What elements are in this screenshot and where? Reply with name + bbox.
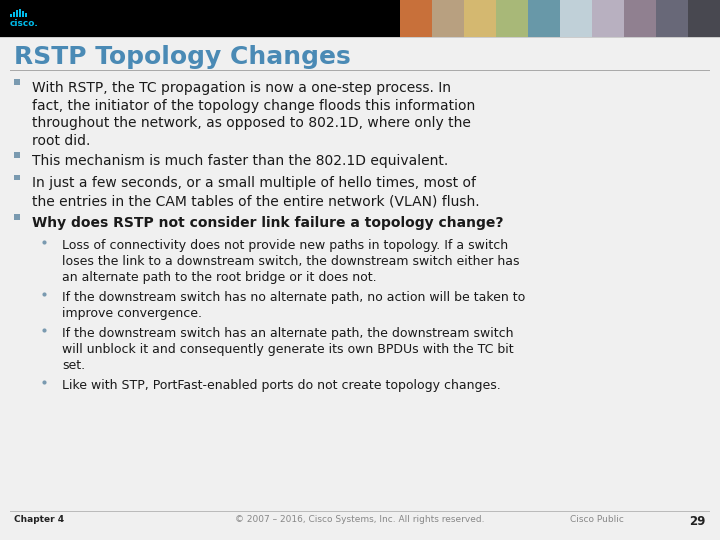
- Bar: [14, 79, 19, 85]
- Text: Loss of connectivity does not provide new paths in topology. If a switch
loses t: Loss of connectivity does not provide ne…: [62, 239, 520, 285]
- Bar: [19, 9, 21, 17]
- Bar: [464, 0, 496, 37]
- Text: If the downstream switch has no alternate path, no action will be taken to
impro: If the downstream switch has no alternat…: [62, 291, 526, 320]
- Bar: [22, 10, 24, 17]
- Bar: [592, 0, 624, 37]
- Bar: [624, 0, 656, 37]
- Text: cisco.: cisco.: [10, 18, 39, 28]
- Bar: [432, 0, 464, 37]
- Text: Cisco Public: Cisco Public: [570, 515, 624, 524]
- Text: In just a few seconds, or a small multiple of hello times, most of
the entries i: In just a few seconds, or a small multip…: [32, 176, 480, 208]
- Bar: [0, 0, 720, 37]
- Bar: [528, 0, 560, 37]
- Bar: [688, 0, 720, 37]
- Bar: [10, 511, 710, 512]
- Text: 29: 29: [690, 515, 706, 528]
- Bar: [14, 214, 19, 220]
- Bar: [14, 174, 19, 180]
- Text: Why does RSTP not consider link failure a topology change?: Why does RSTP not consider link failure …: [32, 216, 503, 229]
- Bar: [560, 0, 592, 37]
- Text: If the downstream switch has an alternate path, the downstream switch
will unblo: If the downstream switch has an alternat…: [62, 327, 513, 372]
- Bar: [13, 11, 15, 17]
- Bar: [400, 0, 432, 37]
- Text: RSTP Topology Changes: RSTP Topology Changes: [14, 45, 351, 69]
- Text: Like with STP, PortFast-enabled ports do not create topology changes.: Like with STP, PortFast-enabled ports do…: [62, 379, 500, 392]
- Bar: [656, 0, 688, 37]
- Bar: [16, 10, 18, 17]
- Bar: [25, 12, 27, 17]
- Bar: [496, 0, 528, 37]
- Bar: [14, 152, 19, 158]
- Text: Chapter 4: Chapter 4: [14, 515, 64, 524]
- Text: This mechanism is much faster than the 802.1D equivalent.: This mechanism is much faster than the 8…: [32, 154, 449, 168]
- Text: With RSTP, the TC propagation is now a one-step process. In
fact, the initiator : With RSTP, the TC propagation is now a o…: [32, 80, 475, 148]
- Bar: [0, 37, 720, 38]
- Bar: [10, 70, 710, 71]
- Text: © 2007 – 2016, Cisco Systems, Inc. All rights reserved.: © 2007 – 2016, Cisco Systems, Inc. All r…: [235, 515, 485, 524]
- Bar: [10, 14, 12, 17]
